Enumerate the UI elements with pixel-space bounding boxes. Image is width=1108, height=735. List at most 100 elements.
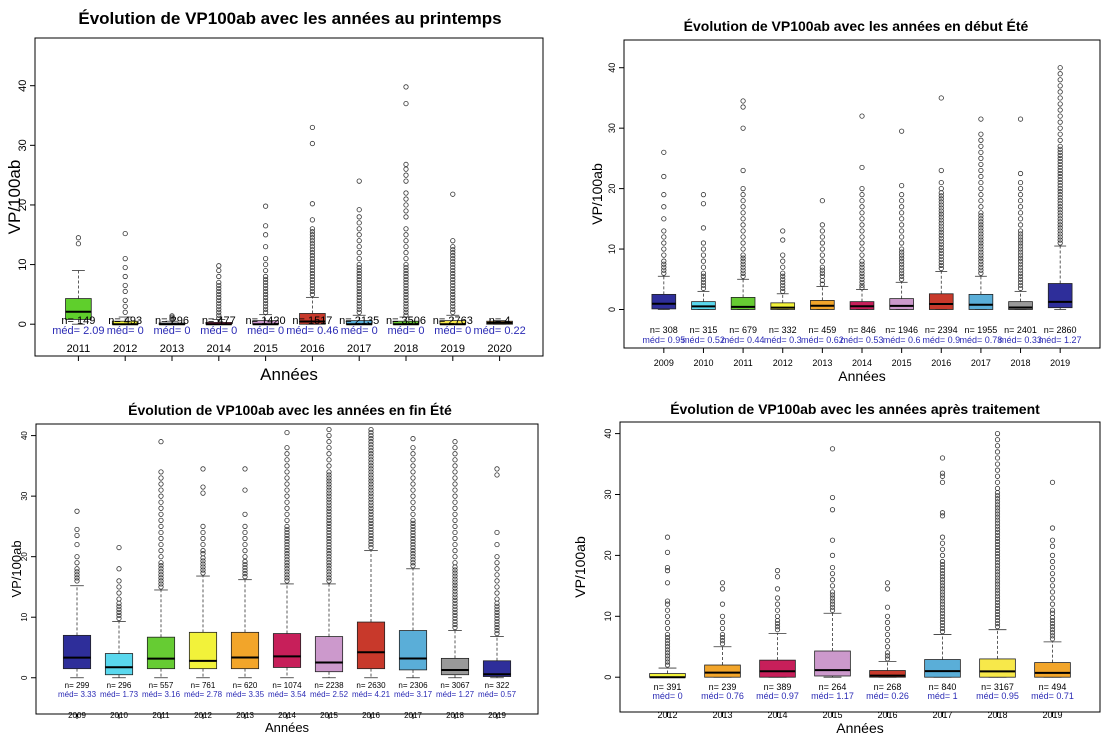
outlier-point-1 (661, 267, 667, 273)
outlier-point-3 (664, 607, 671, 613)
x-tick-label-2: 2009 (68, 711, 86, 720)
outlier-point-1 (1057, 237, 1063, 243)
outlier-point-1 (938, 211, 944, 217)
outlier-point-2 (452, 487, 458, 493)
outlier-point-2 (158, 505, 164, 511)
outlier-point-1 (1057, 219, 1063, 225)
outlier-point-1 (938, 205, 944, 211)
outlier-point-0 (309, 232, 315, 238)
outlier-point-0 (450, 258, 456, 265)
outlier-point-3 (774, 621, 781, 627)
outlier-point-3 (774, 574, 781, 580)
outlier-point-1 (1057, 231, 1063, 237)
outlier-point-3 (719, 580, 726, 586)
outlier-point-1 (740, 252, 746, 258)
outlier-point-1 (899, 273, 905, 279)
n-label-1: n= 459 (808, 325, 836, 335)
outlier-point-1 (819, 267, 825, 273)
outlier-point-3 (829, 607, 836, 613)
outlier-point-0 (75, 241, 82, 247)
outlier-point-2 (452, 505, 458, 511)
median-label-1: méd= 0.52 (682, 335, 725, 345)
outlier-point-2 (326, 493, 332, 499)
n-label-2: n= 2306 (398, 681, 428, 690)
outlier-point-1 (1017, 282, 1024, 288)
outlier-point-2 (158, 517, 164, 523)
n-label-2: n= 620 (233, 681, 258, 690)
outlier-point-1 (938, 256, 944, 262)
outlier-point-1 (1057, 161, 1063, 168)
n-label-1: n= 308 (650, 325, 678, 335)
outlier-point-3 (994, 587, 1001, 593)
outlier-point-3 (664, 638, 671, 644)
outlier-point-0 (403, 279, 409, 286)
outlier-point-2 (452, 535, 458, 542)
outlier-point-1 (819, 264, 825, 270)
box-2 (440, 657, 470, 676)
outlier-point-2 (452, 439, 458, 445)
median-label-3: méd= 1 (927, 691, 957, 701)
outlier-point-3 (829, 595, 836, 601)
outlier-point-1 (899, 182, 905, 189)
outlier-point-1 (1057, 186, 1063, 192)
outlier-point-0 (262, 294, 269, 300)
outlier-point-2 (284, 554, 290, 560)
outlier-point-1 (819, 222, 825, 228)
outlier-point-0 (216, 294, 222, 300)
outlier-point-2 (158, 529, 164, 536)
x-tick-label-0: 2012 (113, 343, 137, 355)
outlier-point-1 (859, 234, 865, 240)
outlier-point-2 (410, 560, 416, 566)
outlier-point-0 (356, 232, 362, 238)
outlier-point-0 (356, 303, 362, 309)
outlier-point-3 (994, 532, 1001, 538)
outlier-point-3 (994, 560, 1001, 566)
outlier-point-2 (326, 505, 332, 511)
outlier-point-0 (356, 291, 362, 297)
outlier-point-1 (780, 270, 786, 276)
outlier-point-0 (262, 273, 269, 280)
x-tick-label-1: 2011 (733, 358, 752, 368)
outlier-point-0 (216, 303, 222, 309)
median-label-0: méd= 0 (388, 325, 425, 337)
outlier-point-3 (994, 581, 1001, 587)
outlier-point-2 (158, 578, 164, 584)
y-tick-label-3: 20 (603, 550, 613, 560)
outlier-point-2 (326, 566, 332, 572)
median-label-1: méd= 0.6 (883, 335, 921, 345)
n-label-3: n= 840 (929, 682, 957, 692)
outlier-point-2 (494, 529, 500, 536)
outlier-point-3 (884, 613, 891, 619)
outlier-point-1 (740, 210, 746, 216)
outlier-point-1 (899, 255, 905, 261)
outlier-point-0 (450, 288, 456, 295)
outlier-point-0 (262, 303, 269, 309)
outlier-point-1 (700, 273, 707, 279)
outlier-point-2 (452, 582, 458, 588)
outlier-point-1 (899, 252, 905, 258)
outlier-point-1 (978, 210, 984, 216)
outlier-point-0 (403, 166, 409, 172)
outlier-point-2 (74, 560, 80, 566)
outlier-point-3 (1049, 589, 1056, 595)
outlier-point-1 (1057, 213, 1063, 219)
outlier-point-0 (262, 279, 269, 286)
outlier-point-1 (1017, 279, 1024, 285)
outlier-point-2 (326, 469, 332, 475)
outlier-point-2 (284, 481, 290, 487)
outlier-point-3 (994, 599, 1001, 605)
outlier-point-2 (452, 615, 458, 622)
outlier-point-3 (939, 470, 946, 476)
outlier-point-3 (829, 537, 836, 543)
outlier-point-3 (994, 493, 1001, 499)
outlier-point-2 (494, 627, 500, 634)
box-3 (814, 650, 851, 677)
box-2 (356, 621, 386, 670)
outlier-point-0 (262, 309, 269, 315)
outlier-point-1 (859, 164, 865, 171)
median-label-1: méd= 0.53 (841, 335, 884, 345)
outlier-point-3 (994, 523, 1001, 529)
outlier-point-1 (1017, 186, 1024, 192)
outlier-point-0 (309, 247, 315, 253)
outlier-point-0 (450, 264, 456, 271)
